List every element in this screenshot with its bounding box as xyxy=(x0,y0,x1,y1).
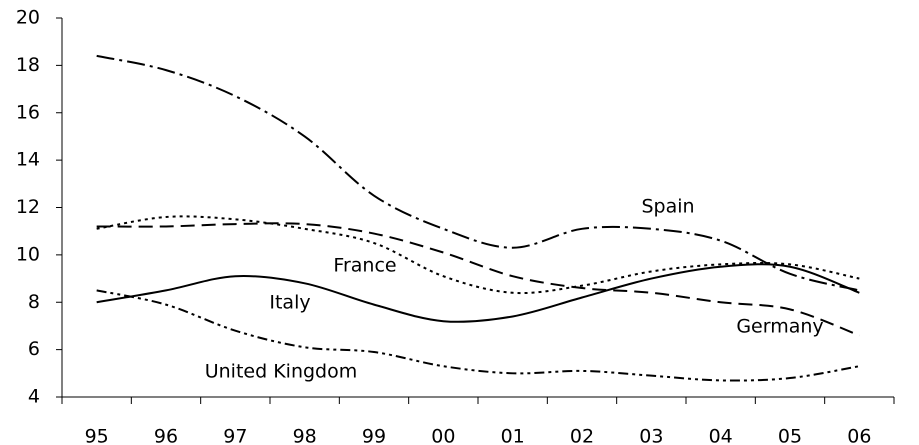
x-tick-label: 05 xyxy=(778,426,802,445)
series-label: Germany xyxy=(736,316,823,338)
series-label: France xyxy=(333,255,396,277)
x-tick-label: 03 xyxy=(639,426,663,445)
x-tick-label: 02 xyxy=(570,426,594,445)
series-label: United Kingdom xyxy=(205,361,358,383)
x-tick-label: 04 xyxy=(709,426,733,445)
y-tick-label: 10 xyxy=(16,243,40,265)
series-line xyxy=(96,215,860,295)
series-line xyxy=(96,222,860,337)
x-tick-label: 99 xyxy=(362,426,386,445)
x-tick-label: 96 xyxy=(154,426,178,445)
y-tick-label: 18 xyxy=(16,54,40,76)
y-tick-label: 12 xyxy=(16,196,40,218)
y-tick-label: 14 xyxy=(16,149,40,171)
series-label: Spain xyxy=(641,196,694,218)
y-tick-label: 4 xyxy=(28,386,40,408)
y-tick-label: 20 xyxy=(16,7,40,29)
y-tick-label: 6 xyxy=(28,338,40,360)
y-tick-label: 16 xyxy=(16,101,40,123)
x-tick-label: 97 xyxy=(223,426,247,445)
series-line xyxy=(96,54,860,292)
x-tick-label: 98 xyxy=(293,426,317,445)
series-line xyxy=(96,263,860,323)
x-tick-label: 95 xyxy=(85,426,109,445)
y-tick-label: 8 xyxy=(28,291,40,313)
x-tick-label: 01 xyxy=(501,426,525,445)
series-label: Italy xyxy=(269,292,310,314)
x-tick-label: 00 xyxy=(431,426,455,445)
x-tick-label: 06 xyxy=(847,426,871,445)
